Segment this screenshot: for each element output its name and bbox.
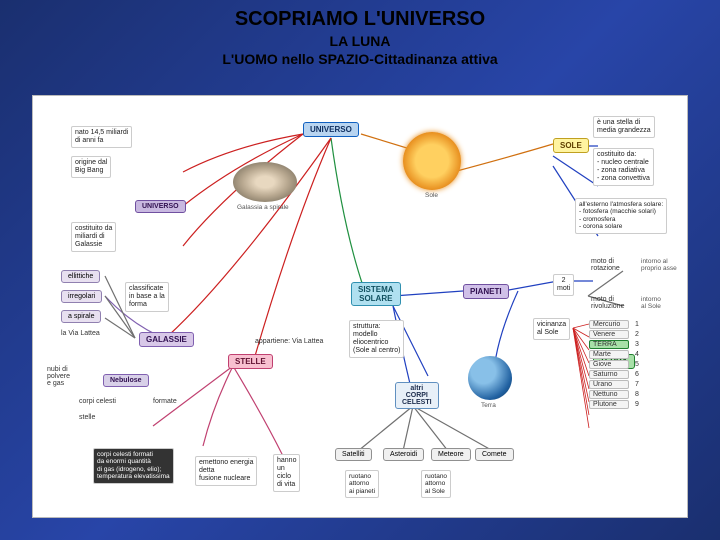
label-intorno-sole: intorno al Sole	[641, 296, 661, 310]
box-classificate: classificate in base a la forma	[125, 282, 169, 312]
planet-number: 1	[635, 321, 639, 328]
planet-label: Urano	[589, 380, 629, 389]
node-nebulose: Nebulose	[103, 374, 149, 387]
label-nubi: nubi di polvere e gas	[47, 366, 70, 387]
planet-row: Saturno 6	[589, 370, 639, 379]
node-meteore: Meteore	[431, 448, 471, 461]
node-corpi: altri CORPI CELESTI	[395, 382, 439, 409]
planet-number: 5	[635, 361, 639, 368]
planet-label: TERRA	[589, 340, 629, 349]
node-sole: SOLE	[553, 138, 589, 153]
planet-label: Plutone	[589, 400, 629, 409]
planet-row: Marte 4	[589, 350, 639, 359]
box-emettono: emettono energia detta fusione nucleare	[195, 456, 257, 486]
box-atmosfera: all'esterno l'atmosfera solare: - fotosf…	[575, 198, 667, 234]
galaxy-image	[233, 162, 297, 202]
label-formate: formate	[153, 398, 177, 405]
label-stelle: stelle	[79, 414, 95, 421]
node-irregolari: irregolari	[61, 290, 102, 303]
planet-row: Plutone 9	[589, 400, 639, 409]
box-costituito-da: costituito da: - nucleo centrale - zona …	[593, 148, 654, 186]
box-nato: nato 14,5 miliardi di anni fa	[71, 126, 132, 148]
earth-image	[468, 356, 512, 400]
label-appartiene: appartiene: Via Lattea	[255, 338, 323, 345]
label-rivoluzione: moto di rivoluzione	[591, 296, 624, 310]
planet-number: 9	[635, 401, 639, 408]
planet-row: Mercurio 1	[589, 320, 639, 329]
box-ruotano-pian: ruotano attorno ai pianeti	[345, 470, 379, 498]
node-asteroidi: Asteroidi	[383, 448, 424, 461]
node-comete: Comete	[475, 448, 514, 461]
planet-number: 4	[635, 351, 639, 358]
label-corpi-cel: corpi celesti	[79, 398, 116, 405]
planet-row: Venere 2	[589, 330, 639, 339]
planet-label: Saturno	[589, 370, 629, 379]
planet-number: 3	[635, 341, 639, 348]
box-corpi-formati: corpi celesti formati da enormi quantità…	[93, 448, 174, 484]
planet-row: Nettuno 8	[589, 390, 639, 399]
title-block: SCOPRIAMO L'UNIVERSO LA LUNA L'UOMO nell…	[0, 0, 720, 71]
node-galassie: GALASSIE	[139, 332, 194, 347]
planet-number: 8	[635, 391, 639, 398]
node-sistema: SISTEMA SOLARE	[351, 282, 401, 306]
label-rotazione: moto di rotazione	[591, 258, 620, 272]
label-vialattea: la Via Lattea	[61, 330, 100, 337]
node-universo: UNIVERSO	[303, 122, 359, 137]
title-sub1: LA LUNA	[0, 33, 720, 49]
galaxy-caption: Galassia a spirale	[237, 204, 289, 211]
box-moti: 2 moti	[553, 274, 574, 296]
planet-label: Venere	[589, 330, 629, 339]
title-main: SCOPRIAMO L'UNIVERSO	[0, 8, 720, 31]
node-satelliti: Satelliti	[335, 448, 372, 461]
box-origine: origine dal Big Bang	[71, 156, 111, 178]
node-ellittiche: ellittiche	[61, 270, 100, 283]
planet-label: Mercurio	[589, 320, 629, 329]
box-ruotano-sole: ruotano attorno al Sole	[421, 470, 451, 498]
planet-number: 2	[635, 331, 639, 338]
box-stella-media: è una stella di media grandezza	[593, 116, 655, 138]
box-struttura: struttura: modello eliocentrico (Sole al…	[349, 320, 404, 358]
planet-label: Giove	[589, 360, 629, 369]
box-costituito: costituito da miliardi di Galassie	[71, 222, 116, 252]
planet-row: Urano 7	[589, 380, 639, 389]
node-pianeti: PIANETI	[463, 284, 509, 299]
planet-label: Nettuno	[589, 390, 629, 399]
label-asse: intorno al proprio asse	[641, 258, 677, 272]
node-stelle: STELLE	[228, 354, 273, 369]
node-universo-in: UNIVERSO	[135, 200, 186, 213]
box-hanno: hanno un ciclo di vita	[273, 454, 300, 492]
planet-row: Giove 5	[589, 360, 639, 369]
sun-caption: Sole	[425, 192, 438, 199]
planet-number: 7	[635, 381, 639, 388]
planet-row: TERRA 3	[589, 340, 639, 349]
planet-number: 6	[635, 371, 639, 378]
planet-label: Marte	[589, 350, 629, 359]
sun-image	[403, 132, 461, 190]
planet-list: Mercurio 1 Venere 2 TERRA 3 Marte 4 Giove 5 Saturn…	[589, 320, 639, 410]
node-spirale: a spirale	[61, 310, 101, 323]
earth-caption: Terra	[481, 402, 496, 409]
concept-map: Sole Terra Galassia a spirale UNIVERSO S…	[32, 95, 688, 518]
title-sub2: L'UOMO nello SPAZIO-Cittadinanza attiva	[0, 51, 720, 67]
box-vicinanza: vicinanza al Sole	[533, 318, 570, 340]
